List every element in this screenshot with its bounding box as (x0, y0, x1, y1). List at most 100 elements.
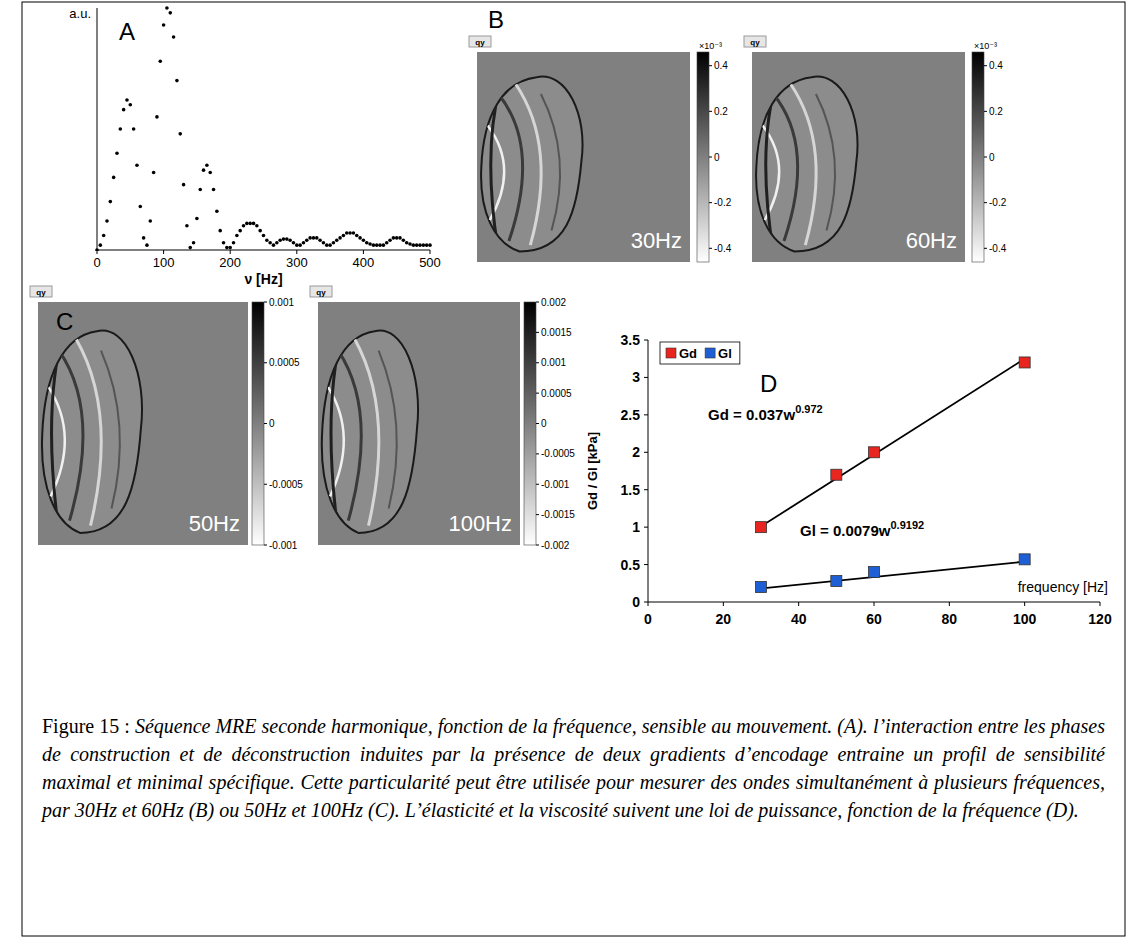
dot (155, 115, 159, 119)
dot (355, 234, 359, 238)
dot (202, 168, 206, 172)
dot (288, 239, 292, 243)
x-tick (798, 602, 799, 606)
tag-box (310, 286, 332, 297)
dot (412, 243, 416, 247)
colorbar (252, 302, 264, 545)
dot (192, 241, 196, 245)
colorbar-tick-label: 0 (989, 152, 995, 163)
dot (145, 243, 149, 247)
fit-line (761, 562, 1025, 589)
legend-label: Gd (679, 346, 697, 361)
dot (302, 241, 306, 245)
colorbar (972, 52, 984, 262)
y-tick-label: 2 (632, 444, 640, 460)
marker (831, 469, 842, 480)
dot (112, 176, 116, 180)
dot (225, 246, 229, 250)
legend-swatch (705, 348, 715, 358)
colorbar-tick-label: -0.0005 (269, 479, 303, 490)
dot (165, 6, 169, 10)
texture-stroke (773, 94, 797, 241)
colorbar-tick (709, 202, 712, 203)
colorbar-tick-label: -0.002 (541, 540, 570, 551)
panel-a: 0100200300400500ν [Hz]a.u.A (69, 6, 441, 287)
equation-base: Gl = 0.0079w (800, 522, 891, 539)
tissue-texture (488, 77, 560, 251)
dot (282, 237, 286, 241)
dot (352, 231, 356, 235)
dot (148, 219, 152, 223)
x-tick (363, 250, 364, 254)
colorbar-tick-label: 0.2 (989, 106, 1003, 117)
marker (831, 576, 842, 587)
colorbar (697, 52, 709, 262)
dot (109, 200, 113, 204)
dot (372, 243, 376, 247)
marker (1019, 357, 1030, 368)
colorbar-tick-label: -0.4 (714, 243, 732, 254)
dot (102, 234, 106, 238)
dot (428, 243, 432, 247)
dot (295, 243, 299, 247)
x-tick-label: 400 (353, 255, 375, 270)
texture-stroke (101, 351, 120, 509)
panel-letter: A (119, 18, 135, 45)
dot (258, 229, 262, 233)
dot (262, 234, 266, 238)
dot (172, 35, 176, 39)
colorbar-tick-label: -0.4 (989, 243, 1007, 254)
texture-stroke (354, 338, 378, 525)
tag-box (30, 286, 52, 297)
colorbar-tick (984, 157, 987, 158)
colorbar-tick-label: -0.0015 (541, 509, 575, 520)
colorbar-tick-label: -0.001 (269, 540, 298, 551)
y-tick (644, 602, 648, 603)
dot (395, 236, 399, 240)
x-tick (648, 602, 649, 606)
dot (242, 224, 246, 228)
dot (95, 248, 99, 251)
x-tick-label: 20 (716, 611, 732, 627)
tissue (481, 77, 582, 252)
tissue-texture (763, 77, 835, 251)
y-tick-label: 0.5 (621, 557, 641, 573)
dot (195, 217, 199, 221)
dot (119, 127, 123, 131)
texture-stroke (491, 77, 503, 251)
x-tick (874, 602, 875, 606)
dot (198, 188, 202, 192)
tag-box (744, 36, 766, 47)
tag-label: qy (750, 38, 760, 47)
dot (415, 243, 419, 247)
legend-swatch (666, 348, 676, 358)
colorbar-tick-label: 0.0005 (269, 357, 300, 368)
dot (182, 183, 186, 187)
colorbar (524, 302, 536, 545)
dot (248, 222, 252, 226)
dot (265, 239, 269, 243)
x-tick (1100, 602, 1101, 606)
colorbar-tick-label: 0.002 (541, 297, 566, 308)
dots (95, 6, 432, 251)
tag-label: qy (475, 38, 485, 47)
x-tick-label: 80 (942, 611, 958, 627)
texture-stroke (52, 331, 64, 533)
colorbar-tick (984, 202, 987, 203)
colorbar-tick (536, 362, 539, 363)
map-panel: qy30Hz0.40.20-0.2-0.4×10⁻³qy60Hz0.40.20-… (469, 6, 1007, 262)
x-tick (230, 250, 231, 254)
frequency-label: 60Hz (906, 228, 957, 253)
panel-d: 00.511.522.533.5020406080100120Gd / Gl [… (585, 332, 1112, 627)
dot (278, 239, 282, 243)
texture-stroke (59, 351, 83, 521)
dot (185, 224, 189, 228)
x-tick-label: 500 (419, 255, 441, 270)
dot (305, 239, 309, 243)
dot (135, 164, 139, 168)
texture-stroke (541, 94, 560, 231)
dot (345, 231, 349, 235)
texture-stroke (816, 94, 835, 231)
colorbar-tick (536, 453, 539, 454)
colorbar-tick-label: 0.001 (541, 357, 566, 368)
